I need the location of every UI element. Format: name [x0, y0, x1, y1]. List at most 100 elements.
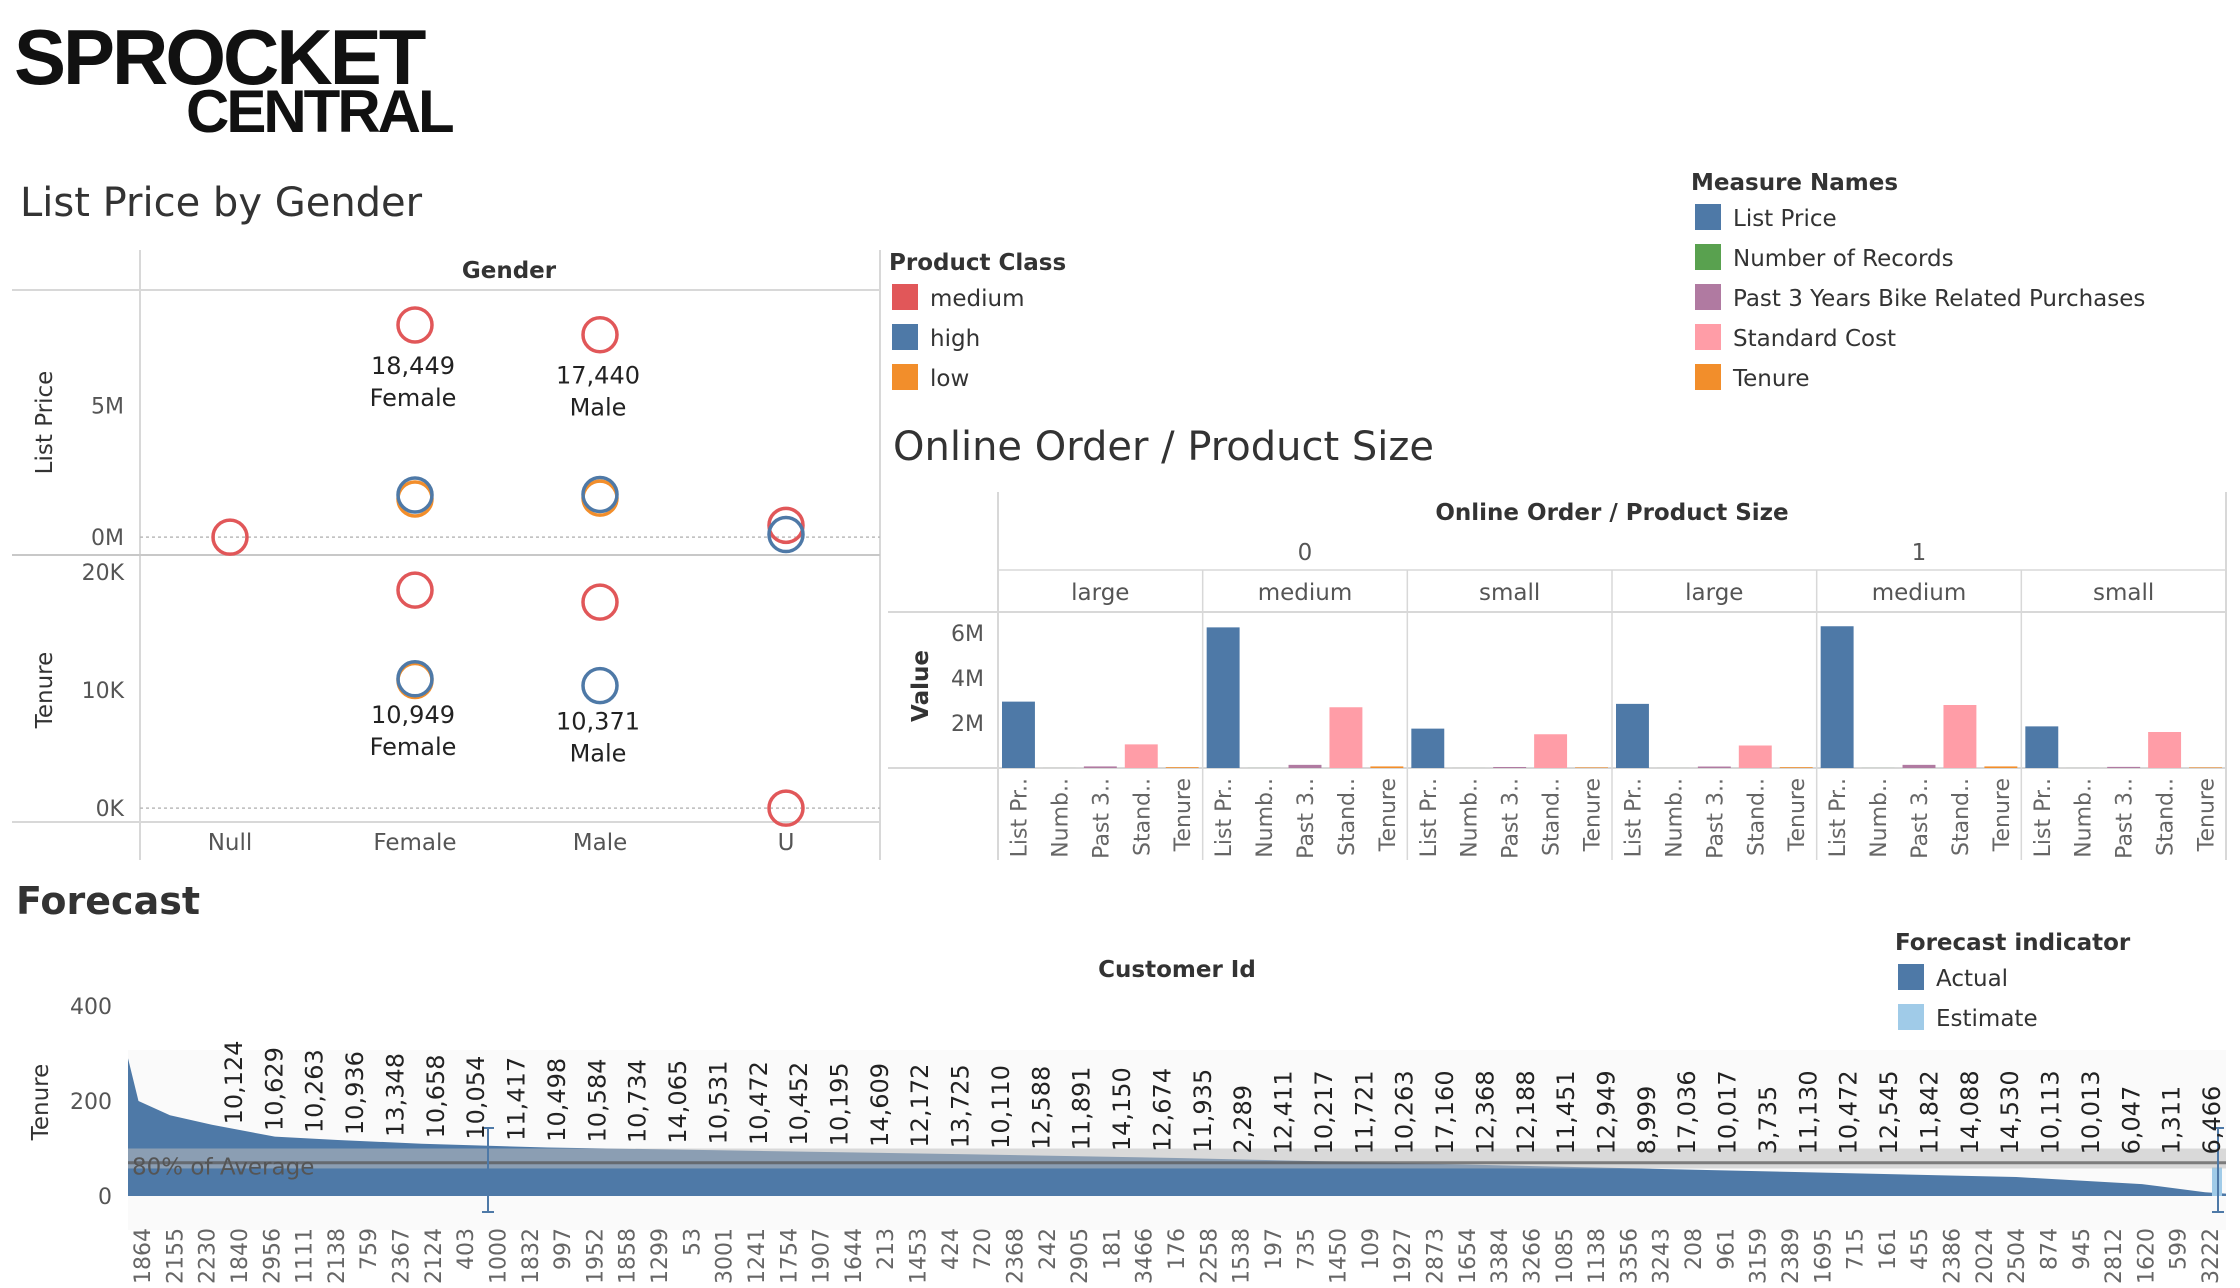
- y-tick-label: 2M: [951, 712, 984, 737]
- data-label: Male: [570, 394, 627, 422]
- size-header: small: [2093, 580, 2154, 606]
- data-label: 11,130: [1794, 1070, 1822, 1154]
- bar: [1124, 744, 1158, 768]
- data-label: 1,311: [2158, 1086, 2186, 1155]
- legend-swatch: [892, 284, 918, 310]
- legend-swatch: [1695, 244, 1721, 270]
- scatter-point: [767, 506, 805, 545]
- x-tick-label: 1840: [228, 1228, 253, 1284]
- x-tick-label: 176: [1165, 1228, 1190, 1270]
- data-label: 11,935: [1189, 1069, 1217, 1153]
- y-tick-label: 6M: [951, 622, 984, 647]
- x-tick-label: List Pr..: [1007, 778, 1032, 857]
- x-tick-label: Tenure: [1376, 778, 1401, 852]
- x-tick-label: Numb..: [2072, 778, 2097, 858]
- x-tick-label: Tenure: [2195, 778, 2220, 852]
- x-tick-label: Past 3..: [1089, 778, 1114, 859]
- forecast-y-axis-label: Tenure: [28, 1064, 54, 1142]
- legend-label: Past 3 Years Bike Related Purchases: [1733, 286, 2145, 312]
- x-tick-label: Numb..: [1867, 778, 1892, 858]
- plot-background: [128, 1050, 2226, 1230]
- data-label: 14,530: [1996, 1070, 2024, 1154]
- x-tick-label: 1832: [519, 1228, 544, 1284]
- logo-line1: SPROCKET: [14, 13, 426, 101]
- legend-label: Actual: [1936, 966, 2008, 992]
- x-tick-label: 1907: [810, 1228, 835, 1284]
- x-tick-label: 1450: [1327, 1228, 1352, 1284]
- group-header: 0: [1298, 540, 1313, 566]
- data-label: 12,949: [1592, 1070, 1620, 1154]
- forecast-title: Forecast: [16, 879, 200, 923]
- legend-swatch: [892, 364, 918, 390]
- x-tick-label: 3466: [1133, 1228, 1158, 1284]
- x-tick-label: 2024: [1973, 1228, 1998, 1284]
- x-tick-label: Tenure: [1785, 778, 1810, 852]
- x-tick-label: Numb..: [1253, 778, 1278, 858]
- data-label: 17,160: [1431, 1070, 1459, 1154]
- bar: [2025, 726, 2059, 768]
- x-tick-label: 2873: [1424, 1228, 1449, 1284]
- x-tick-label: 1695: [1811, 1228, 1836, 1284]
- x-tick-label: 2367: [390, 1228, 415, 1284]
- measure-names-legend: Measure Names List Price Number of Record…: [1691, 170, 2145, 392]
- forecast-chart: Customer Id Tenure 0 200 400 80% of Average…: [28, 957, 2226, 1284]
- y-tick-label: 400: [70, 995, 112, 1020]
- x-tick-label: List Pr..: [1212, 778, 1237, 857]
- x-tick-label: 1000: [486, 1228, 511, 1284]
- x-tick-label: 759: [357, 1228, 382, 1270]
- data-label: 10,472: [1835, 1070, 1863, 1154]
- x-tick-label: 213: [874, 1228, 899, 1270]
- x-tick-label: Stand..: [1540, 778, 1565, 856]
- data-label: 10,124: [220, 1040, 248, 1124]
- y-axis-label: List Price: [32, 371, 58, 475]
- x-tick-label: 242: [1036, 1228, 1061, 1270]
- scatter-point: [581, 583, 619, 621]
- y-tick-label: 200: [70, 1090, 112, 1115]
- bar: [1820, 626, 1854, 768]
- data-label: 10,054: [462, 1056, 490, 1140]
- legend-swatch: [1898, 1004, 1924, 1030]
- data-label: 10,263: [1391, 1070, 1419, 1154]
- x-tick-label: Numb..: [1662, 778, 1687, 858]
- x-tick-label: 3159: [1747, 1228, 1772, 1284]
- bar: [1329, 707, 1363, 768]
- legend-swatch: [892, 324, 918, 350]
- x-tick-label: 2905: [1068, 1228, 1093, 1284]
- x-tick-label: 874: [2037, 1228, 2062, 1270]
- data-label: 8,999: [1633, 1086, 1661, 1155]
- x-tick-label: 2504: [2005, 1228, 2030, 1284]
- y-tick-label: 5M: [91, 394, 124, 419]
- data-label: 10,371: [556, 708, 640, 736]
- x-tick-label: Numb..: [1458, 778, 1483, 858]
- y-tick-label: 0K: [96, 797, 125, 822]
- x-tick-label: 961: [1714, 1228, 1739, 1270]
- x-tick-label: 109: [1359, 1228, 1384, 1270]
- data-label: 10,498: [543, 1058, 571, 1142]
- size-header: small: [1479, 580, 1540, 606]
- y-tick-label: 4M: [951, 667, 984, 692]
- x-tick-label: Past 3..: [1499, 778, 1524, 859]
- scatter-point: [396, 476, 434, 514]
- legend-label: Standard Cost: [1733, 326, 1896, 352]
- x-tick-label: Stand..: [2154, 778, 2179, 856]
- x-tick-label: 1654: [1456, 1228, 1481, 1284]
- data-label: 11,891: [1068, 1066, 1096, 1150]
- x-tick-label: Tenure: [1581, 778, 1606, 852]
- legend-label: Estimate: [1936, 1006, 2038, 1032]
- legend-swatch: [1695, 364, 1721, 390]
- bar: [1370, 766, 1404, 768]
- bar: [1083, 766, 1117, 768]
- data-label: 10,113: [2037, 1070, 2065, 1154]
- data-label: 12,188: [1512, 1070, 1540, 1154]
- data-label: Female: [370, 733, 457, 761]
- x-tick-label: Stand..: [1335, 778, 1360, 856]
- bar: [1002, 701, 1035, 768]
- logo-line2: CENTRAL: [186, 78, 453, 145]
- legend-swatch: [1695, 204, 1721, 230]
- x-tick-label: 2389: [1779, 1228, 1804, 1284]
- x-tick-label: 181: [1100, 1228, 1125, 1270]
- scatter-chart: Gender Null Female Male U List Price 0M 5M Tenu…: [12, 250, 881, 860]
- data-label: 10,531: [704, 1060, 732, 1144]
- x-tick-label: 1644: [842, 1228, 867, 1284]
- scatter-title: List Price by Gender: [20, 180, 423, 226]
